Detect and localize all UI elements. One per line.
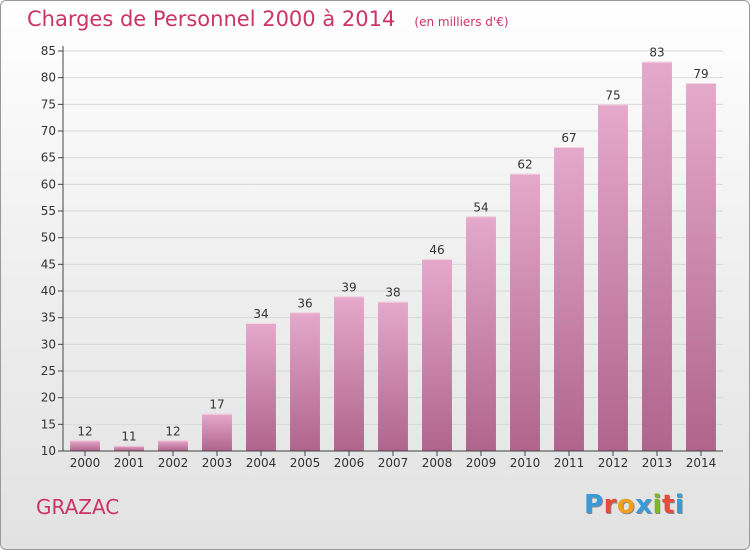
value-label: 83: [649, 46, 664, 60]
bar-2006: [334, 296, 364, 451]
bar-2013: [642, 61, 672, 452]
bar-2004: [246, 323, 276, 451]
y-tick-label: 55: [41, 204, 56, 218]
y-tick-label: 80: [41, 71, 56, 85]
x-tick-label: 2004: [246, 456, 277, 470]
value-label: 12: [165, 424, 180, 438]
x-tick-label: 2002: [158, 456, 189, 470]
y-tick-label: 85: [41, 44, 56, 58]
logo-letter: P: [584, 490, 604, 520]
value-label: 11: [121, 430, 136, 444]
bar-2012: [598, 104, 628, 451]
logo-letter: i: [652, 490, 662, 520]
bar-2001: [114, 445, 144, 451]
proxiti-logo[interactable]: Proxiti: [584, 490, 684, 520]
bars: [70, 61, 716, 452]
y-tick-label: 25: [41, 364, 56, 378]
logo-letter: x: [635, 490, 653, 520]
y-tick-label: 70: [41, 124, 56, 138]
x-tick-label: 2009: [466, 456, 497, 470]
y-tick-label: 50: [41, 231, 56, 245]
logo-letter: o: [616, 490, 636, 520]
x-tick-label: 2010: [510, 456, 541, 470]
y-tick-label: 15: [41, 417, 56, 431]
y-tick-label: 20: [41, 391, 56, 405]
x-tick-label: 2007: [378, 456, 409, 470]
bar-2007: [378, 301, 408, 451]
title-row: Charges de Personnel 2000 à 2014 (en mil…: [27, 7, 509, 31]
y-tick-label: 45: [41, 257, 56, 271]
logo-letter: i: [674, 490, 685, 520]
bar-2009: [466, 216, 496, 451]
y-tick-label: 30: [41, 337, 56, 351]
y-tick-label: 75: [41, 97, 56, 111]
x-tick-label: 2005: [290, 456, 321, 470]
y-tick-label: 60: [41, 177, 56, 191]
x-tick-label: 2000: [70, 456, 101, 470]
bar-2011: [554, 147, 584, 451]
logo-letter: t: [661, 490, 675, 520]
chart-title: Charges de Personnel 2000 à 2014: [27, 7, 396, 31]
value-label: 34: [253, 307, 268, 321]
bar-2008: [422, 259, 452, 451]
value-label: 39: [341, 280, 356, 294]
value-label: 79: [693, 67, 708, 81]
y-tick-label: 65: [41, 151, 56, 165]
y-tick-label: 40: [41, 284, 56, 298]
bar-2010: [510, 173, 540, 451]
value-label: 67: [561, 131, 576, 145]
chart-unit: (en milliers d'€): [414, 15, 509, 29]
x-tick-label: 2001: [114, 456, 145, 470]
x-tick-label: 2013: [642, 456, 673, 470]
value-label: 38: [385, 286, 400, 300]
logo-letter: r: [603, 490, 617, 520]
bar-2005: [290, 312, 320, 451]
x-tick-label: 2006: [334, 456, 365, 470]
value-label: 62: [517, 158, 532, 172]
bar-2014: [686, 83, 716, 451]
x-tick-label: 2003: [202, 456, 233, 470]
value-label: 17: [209, 398, 224, 412]
x-tick-label: 2012: [598, 456, 629, 470]
commune-name: GRAZAC: [36, 495, 120, 519]
x-tick-label: 2011: [554, 456, 585, 470]
bar-2003: [202, 413, 232, 451]
value-label: 46: [429, 243, 444, 257]
value-labels: 12 11 12 17 34 36 39 38 46 54 62 67 75 83 79: [77, 46, 708, 444]
value-label: 75: [605, 88, 620, 102]
value-label: 12: [77, 424, 92, 438]
x-tick-label: 2008: [422, 456, 453, 470]
value-label: 54: [473, 200, 488, 214]
y-tick-label: 10: [41, 444, 56, 458]
x-tick-label: 2014: [686, 456, 717, 470]
bar-2002: [158, 440, 188, 451]
bar-2000: [70, 440, 100, 451]
axes: 10 15 20 25 30 35 40 45 50 55 60 65 70 75 80 85 2000 2001…: [41, 44, 723, 470]
value-label: 36: [297, 296, 312, 310]
y-tick-label: 35: [41, 311, 56, 325]
